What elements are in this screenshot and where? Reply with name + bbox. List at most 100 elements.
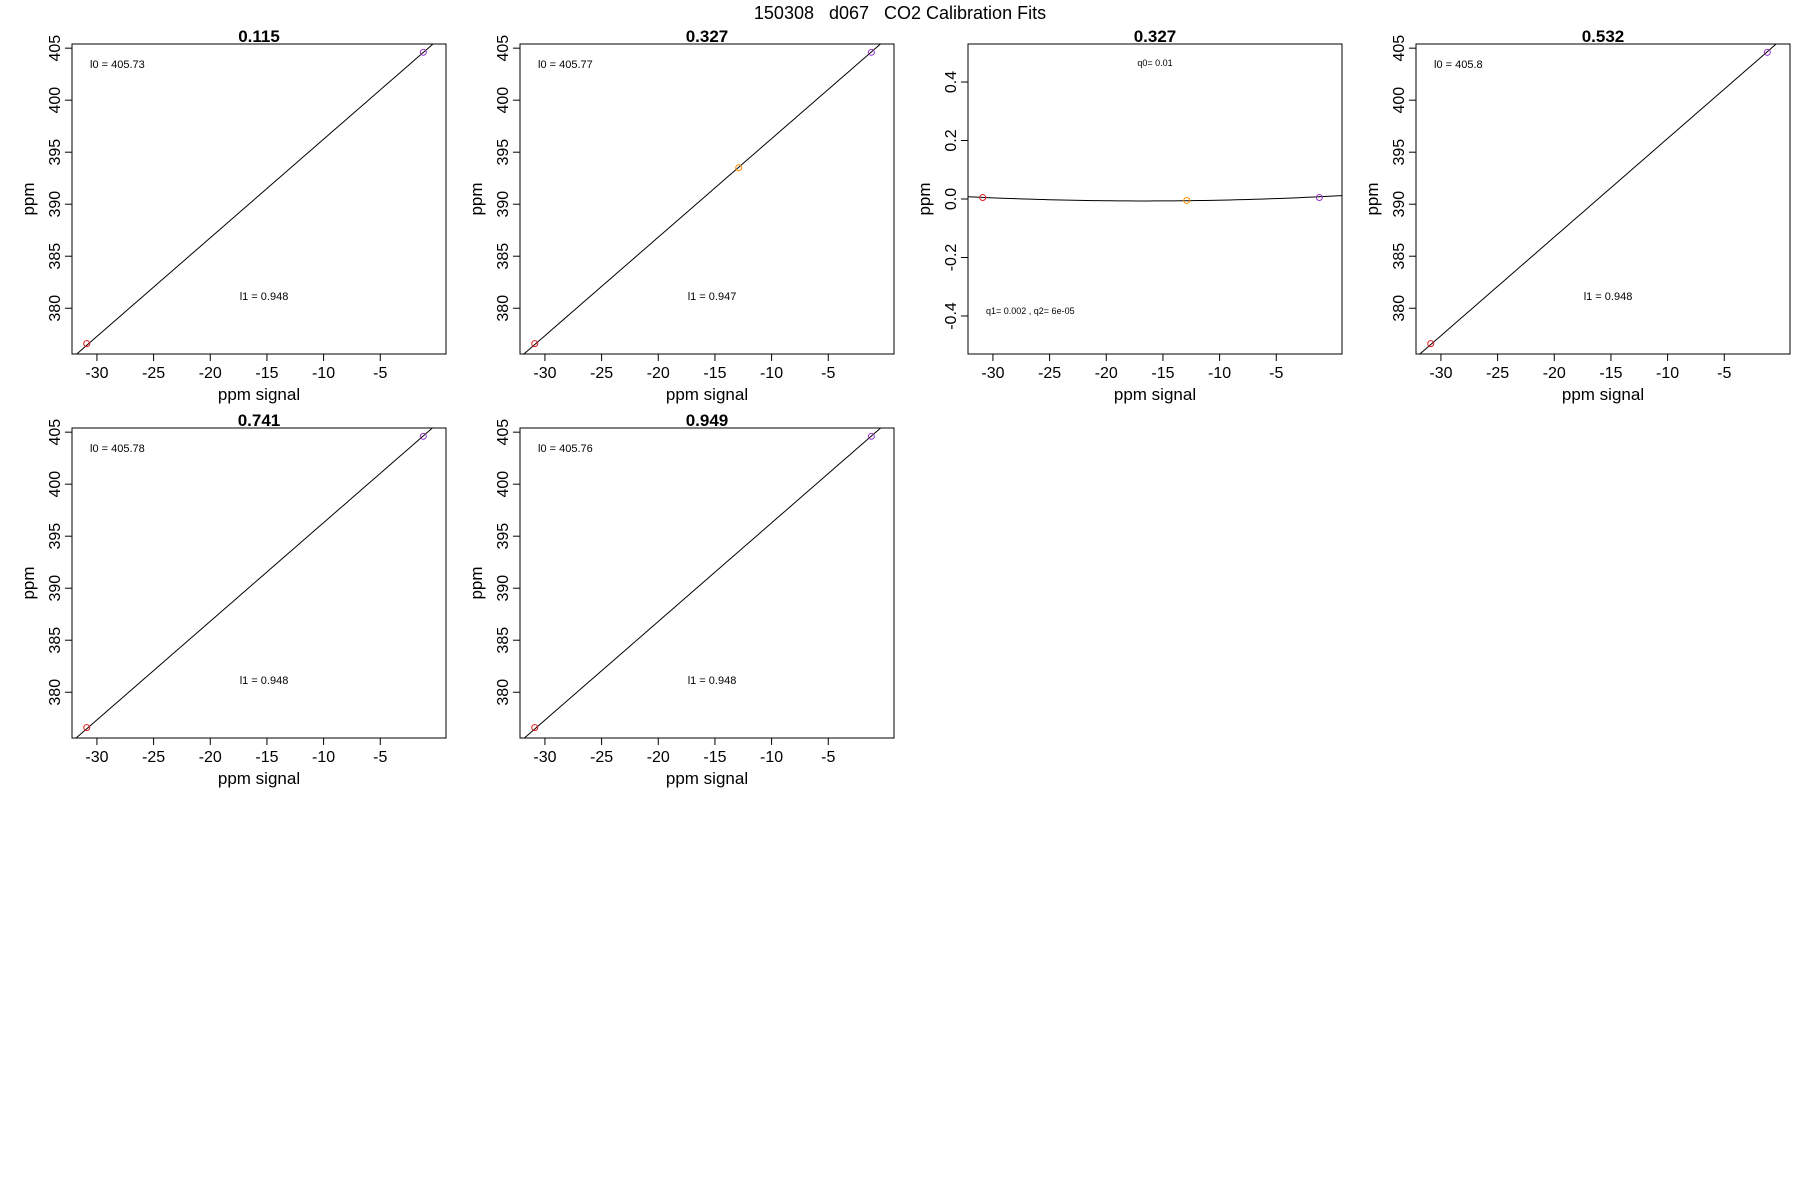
x-axis-label: ppm signal xyxy=(218,385,300,404)
y-tick-label: 385 xyxy=(495,627,512,654)
y-tick-label: 405 xyxy=(47,35,64,62)
y-tick-label: 405 xyxy=(47,419,64,446)
x-tick-label: -5 xyxy=(821,365,835,382)
data-point xyxy=(979,194,987,202)
chart-title: 0.327 xyxy=(1134,27,1177,46)
x-tick-label: -30 xyxy=(1429,365,1452,382)
data-point xyxy=(419,48,427,56)
x-tick-label: -5 xyxy=(821,749,835,766)
plot-frame xyxy=(519,43,895,355)
chart-panel-1: 0.115 -30 -25 -20 -15 -10 -5 380 385 390 395 400 405… xyxy=(19,27,447,404)
x-tick-label: -10 xyxy=(760,365,783,382)
slope-annotation: l1 = 0.948 xyxy=(240,291,289,303)
x-tick-label: -10 xyxy=(312,749,335,766)
y-axis-label: ppm xyxy=(1363,182,1382,215)
y-axis-label: ppm xyxy=(19,182,38,215)
chart-panel-6: 0.949 -30 -25 -20 -15 -10 -5 380 385 390 395 400 405… xyxy=(467,411,895,788)
y-tick-label: 400 xyxy=(495,87,512,114)
y-tick-label: 0.2 xyxy=(943,129,960,151)
data-point xyxy=(1427,340,1435,348)
y-tick-label: 400 xyxy=(47,471,64,498)
x-tick-label: -10 xyxy=(1656,365,1679,382)
data-point xyxy=(531,340,539,348)
x-tick-label: -25 xyxy=(142,749,165,766)
y-tick-label: 400 xyxy=(47,87,64,114)
fit-line xyxy=(523,44,882,354)
x-axis-label: ppm signal xyxy=(1562,385,1644,404)
x-tick-label: -10 xyxy=(760,749,783,766)
y-tick-label: 390 xyxy=(47,575,64,602)
intercept-annotation: l0 = 405.76 xyxy=(538,443,593,455)
y-tick-label: 380 xyxy=(495,295,512,322)
fit-line xyxy=(1419,44,1777,354)
y-tick-label: 405 xyxy=(495,419,512,446)
x-tick-label: -25 xyxy=(590,749,613,766)
y-tick-label: 380 xyxy=(47,679,64,706)
plot-frame xyxy=(71,427,447,739)
y-tick-label: 385 xyxy=(47,243,64,270)
q1-q2-annotation: q1= 0.002 , q2= 6e-05 xyxy=(986,306,1075,316)
x-tick-label: -20 xyxy=(647,749,670,766)
x-tick-label: -25 xyxy=(590,365,613,382)
chart-panel-3: 0.327 -30 -25 -20 -15 -10 -5 -0.4 -0.2 0.0 0.2 0.4 p… xyxy=(915,27,1343,404)
data-point xyxy=(1183,196,1191,204)
y-axis-label: ppm xyxy=(915,182,934,215)
y-tick-label: 405 xyxy=(1391,35,1408,62)
chart-panel-2: 0.327 -30 -25 -20 -15 -10 -5 380 385 390 395 400 405… xyxy=(467,27,895,404)
x-tick-label: -15 xyxy=(1599,365,1622,382)
data-point xyxy=(867,432,875,440)
slope-annotation: l1 = 0.948 xyxy=(240,675,289,687)
y-tick-label: 390 xyxy=(495,191,512,218)
intercept-annotation: l0 = 405.73 xyxy=(90,59,145,71)
x-tick-label: -15 xyxy=(255,749,278,766)
data-point xyxy=(83,340,91,348)
x-axis-label: ppm signal xyxy=(218,769,300,788)
x-axis-label: ppm signal xyxy=(1114,385,1196,404)
y-tick-label: 400 xyxy=(1391,87,1408,114)
data-point xyxy=(735,164,743,172)
x-axis-label: ppm signal xyxy=(666,385,748,404)
x-tick-label: -20 xyxy=(1095,365,1118,382)
x-tick-label: -25 xyxy=(142,365,165,382)
x-tick-label: -15 xyxy=(1151,365,1174,382)
x-tick-label: -20 xyxy=(199,749,222,766)
y-axis-label: ppm xyxy=(467,566,486,599)
data-point xyxy=(419,432,427,440)
data-point xyxy=(867,48,875,56)
intercept-annotation: l0 = 405.77 xyxy=(538,59,593,71)
x-tick-label: -30 xyxy=(85,749,108,766)
y-tick-label: 400 xyxy=(495,471,512,498)
y-tick-label: -0.2 xyxy=(943,244,960,272)
y-tick-label: -0.4 xyxy=(943,302,960,330)
x-tick-label: -15 xyxy=(703,365,726,382)
x-tick-label: -15 xyxy=(255,365,278,382)
y-tick-label: 380 xyxy=(47,295,64,322)
slope-annotation: l1 = 0.948 xyxy=(688,675,737,687)
y-tick-label: 405 xyxy=(495,35,512,62)
y-tick-label: 0.0 xyxy=(943,188,960,210)
page-title: 150308 d067 CO2 Calibration Fits xyxy=(753,3,1047,23)
x-tick-label: -20 xyxy=(647,365,670,382)
chart-title: 0.115 xyxy=(238,27,280,46)
chart-title: 0.532 xyxy=(1582,27,1625,46)
x-tick-label: -30 xyxy=(85,365,108,382)
x-axis-label: ppm signal xyxy=(666,769,748,788)
q0-annotation: q0= 0.01 xyxy=(1137,58,1172,68)
x-tick-label: -20 xyxy=(1543,365,1566,382)
y-tick-label: 380 xyxy=(1391,295,1408,322)
fit-line xyxy=(523,428,882,738)
x-tick-label: -5 xyxy=(1717,365,1731,382)
x-tick-label: -5 xyxy=(373,749,387,766)
x-tick-label: -5 xyxy=(1269,365,1283,382)
data-point xyxy=(531,724,539,732)
x-tick-label: -25 xyxy=(1038,365,1061,382)
x-tick-label: -30 xyxy=(981,365,1004,382)
y-tick-label: 395 xyxy=(1391,139,1408,166)
y-tick-label: 395 xyxy=(495,139,512,166)
fit-line xyxy=(968,195,1342,202)
x-tick-label: -30 xyxy=(533,365,556,382)
chart-panel-5: 0.741 -30 -25 -20 -15 -10 -5 380 385 390 395 400 405… xyxy=(19,411,447,788)
y-tick-label: 395 xyxy=(495,523,512,550)
x-tick-label: -5 xyxy=(373,365,387,382)
x-tick-label: -20 xyxy=(199,365,222,382)
